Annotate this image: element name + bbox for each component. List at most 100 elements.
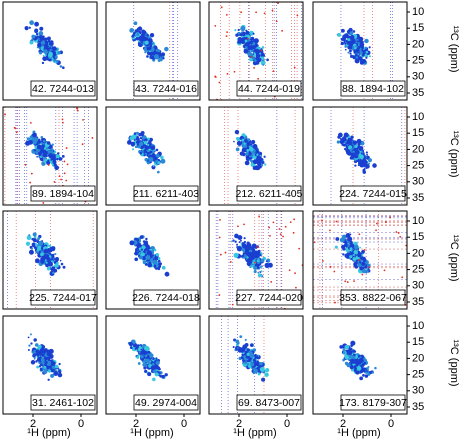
peak [253, 368, 258, 374]
peak [26, 137, 30, 141]
peak [349, 233, 352, 236]
y-tick-label: 10 [412, 111, 424, 123]
peak [347, 236, 353, 242]
peak [24, 26, 29, 31]
peak [244, 343, 249, 347]
artifact [250, 55, 253, 58]
peak [57, 372, 63, 378]
peak [154, 256, 158, 261]
artifact [292, 231, 295, 234]
peak [28, 344, 31, 347]
peak [33, 356, 36, 359]
peak [41, 255, 46, 260]
artifact [65, 147, 68, 149]
peak [364, 46, 368, 50]
peak [143, 357, 146, 359]
peak [46, 356, 50, 360]
peak [52, 159, 57, 165]
peak [56, 261, 59, 265]
peak [343, 351, 346, 355]
peak [134, 251, 139, 256]
peak [239, 335, 243, 339]
peak [350, 358, 355, 364]
peak [131, 346, 137, 352]
peak [146, 55, 149, 58]
peak [52, 46, 57, 51]
peak [47, 378, 50, 381]
peak [139, 151, 143, 155]
peak [363, 258, 367, 262]
peak [153, 54, 160, 60]
panel-frame [208, 1, 304, 101]
panel-frame [105, 210, 201, 310]
peak [39, 38, 42, 41]
peak [254, 258, 257, 260]
artifact [60, 178, 63, 181]
peak [356, 40, 359, 43]
peak [37, 237, 41, 241]
peak [152, 259, 158, 265]
x-axis-label: ¹H (ppm) [130, 427, 173, 439]
peak [356, 353, 360, 356]
peak [354, 254, 357, 256]
peak [142, 240, 146, 243]
peak [241, 138, 245, 142]
peak [246, 348, 250, 352]
peak [359, 266, 364, 271]
peak [143, 366, 147, 370]
peak [149, 32, 155, 38]
label-box [30, 289, 96, 306]
peak [46, 45, 50, 48]
peak [337, 33, 341, 37]
peak [30, 342, 33, 345]
peak [48, 369, 52, 373]
y-tick-label: 30 [412, 280, 424, 292]
peak [37, 356, 42, 362]
peak [61, 155, 65, 158]
peak [246, 241, 250, 245]
panel-label: 173. 8179-307 [339, 397, 407, 409]
peak [136, 355, 140, 359]
peak [250, 264, 254, 268]
peak [29, 333, 32, 336]
peak [40, 142, 43, 145]
peak [42, 139, 46, 143]
y-tick-label: 35 [412, 192, 424, 204]
peak [372, 163, 377, 168]
x-tick-label: 0 [181, 418, 187, 430]
artifact [61, 118, 64, 121]
peak [347, 38, 351, 42]
x-tick-label: 2 [30, 418, 36, 430]
peak [46, 365, 50, 370]
artifact [260, 49, 263, 52]
peak [249, 343, 254, 348]
peak [365, 56, 368, 59]
peak [234, 240, 237, 243]
peak [350, 243, 354, 247]
artifact [214, 75, 217, 78]
y-tick-label: 25 [412, 55, 424, 67]
peak [352, 349, 356, 353]
peak [157, 170, 160, 174]
spectrum-panel: 226. 7244-018 [105, 210, 201, 310]
peak [366, 153, 368, 156]
peak [345, 254, 349, 258]
spectrum-panel: 69. 8473-007 [208, 315, 304, 415]
spectrum-panel: 227. 7244-020 [208, 210, 304, 310]
peak [49, 246, 54, 251]
peak [354, 149, 360, 155]
peak [251, 243, 257, 249]
peak [34, 353, 38, 356]
y-tick-label: 25 [412, 369, 424, 381]
artifact [367, 266, 370, 269]
peak [236, 243, 239, 246]
peak [244, 139, 248, 143]
peak [349, 138, 353, 142]
peak [246, 352, 250, 356]
peak [238, 346, 242, 350]
peak [267, 262, 273, 268]
artifact [296, 14, 299, 17]
panel-frame [312, 210, 408, 310]
peak [138, 345, 142, 349]
